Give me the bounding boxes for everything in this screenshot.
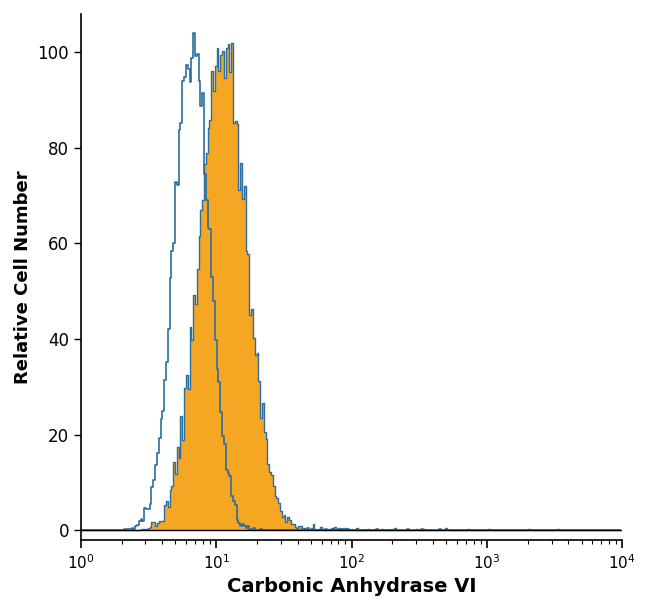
X-axis label: Carbonic Anhydrase VI: Carbonic Anhydrase VI [227,577,476,596]
Y-axis label: Relative Cell Number: Relative Cell Number [14,170,32,384]
